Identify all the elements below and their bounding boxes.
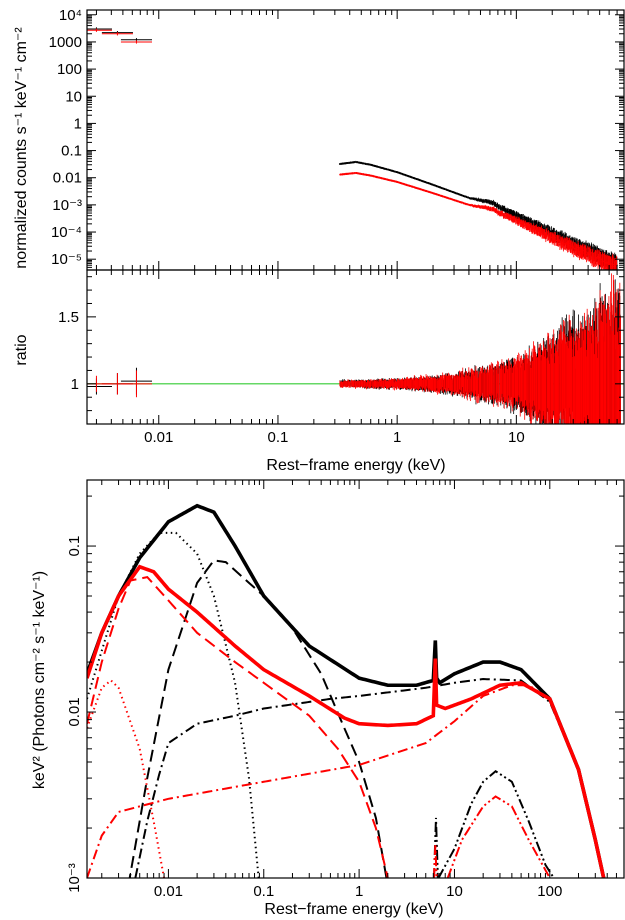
model-y-ticklabel: 0.01 <box>66 697 83 726</box>
ratio-y-ticklabel: 1 <box>71 376 79 393</box>
ratio-frame <box>86 269 625 425</box>
red-solid-model-line <box>87 564 606 878</box>
black-dotdotdash-model-line <box>432 817 439 878</box>
ratio-y-ticklabel: 1.5 <box>58 309 79 326</box>
ratio-x-ticklabel: 0.1 <box>268 429 289 446</box>
ratio-x-ticklabel: 1 <box>393 429 401 446</box>
black-solid-model-line <box>87 503 606 878</box>
red-dotdotdash-model-line <box>432 844 438 878</box>
black-dashdot-model-line <box>134 678 605 878</box>
model-x-ticklabel: 10 <box>446 883 463 900</box>
top-spectrum-panel: 10⁴ 1000 100 10 1 0.1 0.01 10⁻³ 10⁻⁴ 10⁻⁵ <box>49 7 625 271</box>
top-y-ticklabel: 1000 <box>49 34 82 51</box>
middle-xlabel: Rest−frame energy (keV) <box>266 457 445 474</box>
model-x-ticklabel: 100 <box>537 883 562 900</box>
ratio-ylabel: ratio <box>13 334 30 365</box>
top-y-ticklabel: 10⁻³ <box>52 197 82 214</box>
black-dashed-model-line <box>128 559 388 878</box>
model-data <box>87 503 606 878</box>
model-y-ticklabel: 0.1 <box>66 536 83 557</box>
red-dashed-model-line <box>87 576 389 878</box>
top-y-ticklabel: 0.01 <box>53 170 82 187</box>
model-x-ticklabel: 0.1 <box>253 883 274 900</box>
ratio-x-ticklabel: 0.01 <box>144 429 173 446</box>
ratio-panel: 1 1.5 0.01 0.1 1 10 <box>58 269 625 446</box>
top-y-ticklabel: 0.1 <box>61 143 82 160</box>
model-frame <box>86 479 625 879</box>
top-y-ticklabel: 10⁻⁴ <box>51 224 82 241</box>
top-data <box>87 27 618 270</box>
black-dotdotdash-model-line <box>437 769 555 878</box>
red-dashdot-model-line <box>87 684 605 878</box>
model-panel: 0.01 0.1 1 10 100 0.1 0.01 10⁻³ <box>66 479 625 900</box>
top-y-ticklabel: 100 <box>57 61 82 78</box>
red-dotdotdash-model-line <box>446 795 551 878</box>
top-y-ticklabel: 10⁴ <box>59 7 82 24</box>
red-dotted-model-line <box>87 679 166 878</box>
model-y-ticklabel: 10⁻³ <box>66 863 83 893</box>
bottom-xlabel: Rest−frame energy (keV) <box>264 901 443 918</box>
bottom-ylabel: keV² (Photons cm⁻² s⁻¹ keV⁻¹) <box>31 571 48 789</box>
model-x-ticklabel: 0.01 <box>154 883 183 900</box>
top-y-ticklabel: 10⁻⁵ <box>51 251 82 268</box>
top-y-ticklabel: 1 <box>74 115 82 132</box>
ratio-x-ticklabel: 10 <box>508 429 525 446</box>
model-x-ticklabel: 1 <box>355 883 363 900</box>
ratio-data <box>87 273 624 424</box>
top-y-ticklabel: 10 <box>65 88 82 105</box>
top-ylabel: normalized counts s⁻¹ keV⁻¹ cm⁻² <box>13 27 30 269</box>
black-dotted-model-line <box>87 531 260 878</box>
